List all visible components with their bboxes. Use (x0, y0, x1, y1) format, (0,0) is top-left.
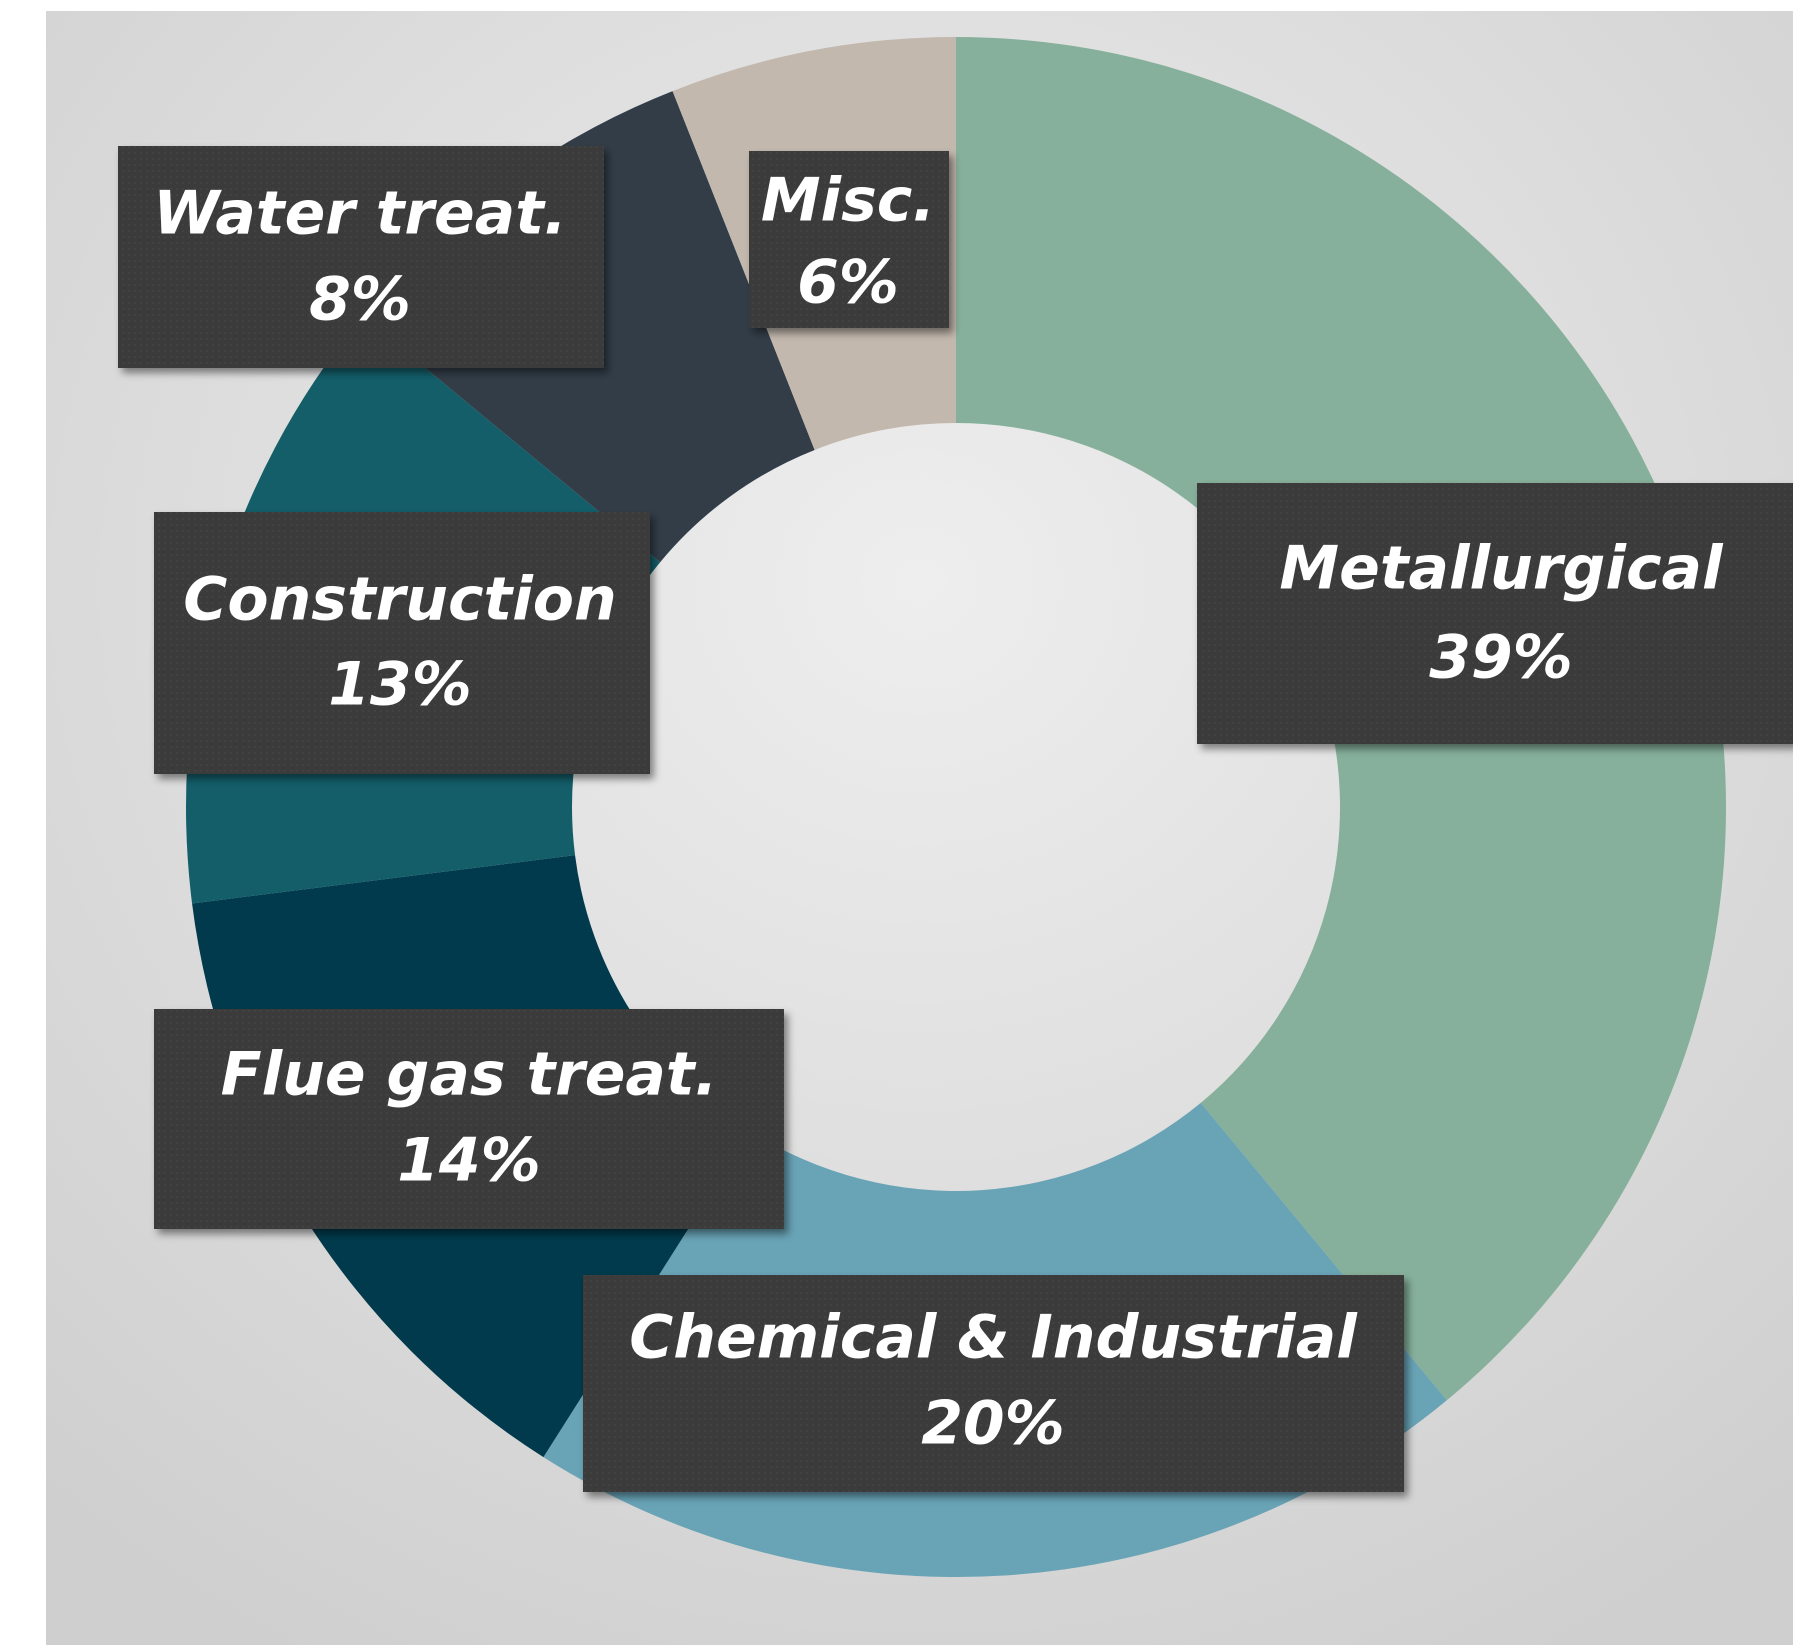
category-label: Water treat. (153, 179, 566, 249)
label-box (154, 512, 650, 774)
value-label: 14% (397, 1126, 541, 1196)
category-label: Construction (183, 565, 616, 635)
value-label: 20% (921, 1389, 1065, 1459)
category-label: Metallurgical (1279, 534, 1724, 604)
value-label: 6% (797, 248, 899, 318)
value-label: 13% (328, 650, 472, 720)
label-box (154, 1009, 784, 1229)
value-label: 8% (309, 265, 411, 335)
label-box (583, 1275, 1404, 1492)
category-label: Flue gas treat. (221, 1040, 718, 1110)
label-box (749, 151, 949, 328)
label-box (1197, 483, 1793, 744)
category-label: Misc. (761, 166, 935, 236)
labels: Metallurgical 39% Chemical & Industrial 20%… (118, 146, 1793, 1492)
label-box (118, 146, 604, 368)
category-label: Chemical & Industrial (629, 1303, 1358, 1373)
value-label: 39% (1429, 623, 1573, 693)
